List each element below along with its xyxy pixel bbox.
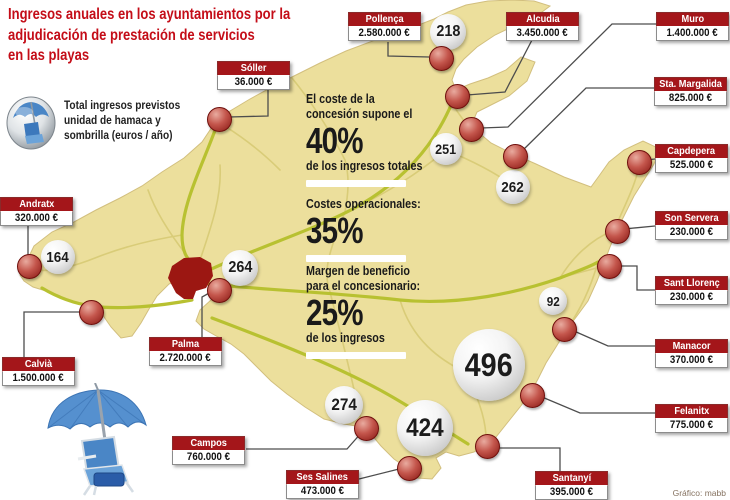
connector-line-calvia (23, 311, 80, 357)
stat-operational-costs: Costes operacionales: 35% (306, 197, 439, 262)
title-line: Ingresos anuales en los ayuntamientos po… (8, 6, 291, 23)
connector-line-son-servera (623, 225, 656, 230)
legend-text: Total ingresos previstos unidad de hamac… (64, 100, 181, 142)
beach-umbrella-chair-photo (47, 383, 147, 496)
title-line: adjudicación de prestación de servicios (8, 26, 255, 44)
connector-lines (23, 23, 656, 480)
stat-profit-margin: Margen de beneficio para el concesionari… (306, 264, 439, 359)
connector-line-muro (480, 23, 656, 129)
connector-line-manacor (573, 330, 655, 347)
divider-bar (306, 180, 406, 187)
connector-line-alcudia (466, 39, 533, 96)
umbrella-chair-icon (6, 96, 56, 150)
stat-concession-cost: El coste de la concesión supone el 40% d… (306, 92, 441, 187)
stat-percentage: 35% (306, 210, 363, 251)
page-title: Ingresos anuales en los ayuntamientos po… (8, 5, 344, 67)
connector-line-felanitx (541, 396, 655, 414)
connector-line-pollenca (387, 42, 430, 58)
legend: Total ingresos previstos unidad de hamac… (6, 96, 196, 150)
title-line: en las playas (8, 47, 90, 64)
connector-line-sta-margalida (521, 87, 654, 152)
connector-line-sant-llorenc (617, 265, 655, 291)
connector-line-ses-salines (358, 468, 400, 480)
divider-bar (306, 255, 406, 262)
connector-line-campos (246, 431, 363, 450)
stat-percentage: 40% (306, 120, 363, 161)
connector-line-soller (228, 87, 269, 118)
credit-text: Gráfico: mabb (672, 488, 726, 498)
stat-percentage: 25% (306, 292, 363, 333)
connector-line-santanyi (495, 447, 561, 471)
palma-urban-area (168, 257, 213, 299)
divider-bar (306, 352, 406, 359)
